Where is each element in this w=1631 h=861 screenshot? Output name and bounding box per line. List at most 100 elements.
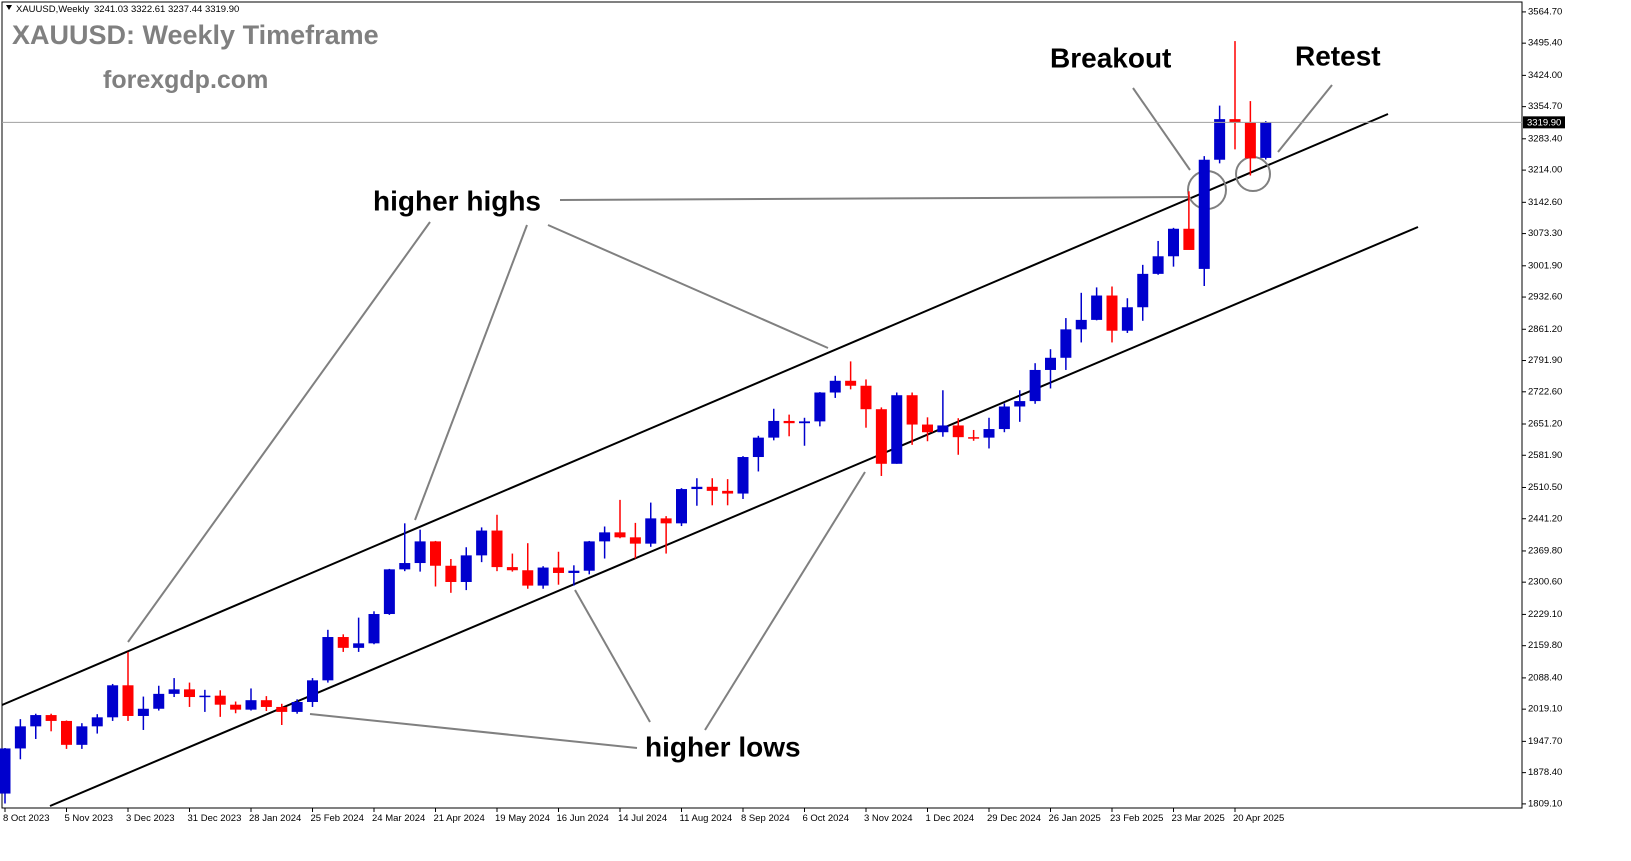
candle-body [968, 437, 980, 439]
candle-body [1075, 319, 1087, 330]
candle-body [1183, 228, 1195, 250]
ohlc-label: 3241.03 3322.61 3237.44 3319.90 [94, 4, 239, 15]
candle-body [983, 429, 995, 438]
pointers [127, 84, 1333, 749]
candle-body [660, 518, 672, 524]
candle-body [14, 726, 26, 749]
candle-body [583, 541, 595, 571]
candle-body [814, 392, 826, 422]
y-tick-label: 1947.70 [1528, 736, 1562, 747]
candle-body [91, 717, 103, 727]
y-tick-label: 3564.70 [1528, 6, 1562, 17]
candle-body [414, 541, 426, 564]
x-tick-label: 31 Dec 2023 [188, 813, 242, 824]
candle-body [937, 425, 949, 433]
candle-body [1198, 159, 1210, 269]
x-tick-label: 23 Mar 2025 [1172, 813, 1225, 824]
y-tick-label: 2229.10 [1528, 609, 1562, 620]
x-tick-label: 6 Oct 2024 [803, 813, 849, 824]
candle-body [199, 695, 211, 698]
y-tick-label: 2510.50 [1528, 482, 1562, 493]
candle-body [1091, 295, 1103, 320]
candle-body [629, 537, 641, 544]
y-tick-label: 2300.60 [1528, 577, 1562, 588]
candle-body [61, 720, 72, 745]
candle-body [522, 570, 534, 586]
pointer [309, 713, 638, 749]
y-tick-label: 3424.00 [1528, 70, 1562, 81]
candle-body [353, 643, 365, 648]
x-tick-label: 24 Mar 2024 [372, 813, 425, 824]
candle-body [1045, 357, 1056, 370]
x-tick-label: 3 Dec 2023 [126, 813, 175, 824]
x-tick-label: 16 Jun 2024 [557, 813, 609, 824]
candle-body [752, 437, 764, 458]
candle-body [230, 704, 242, 710]
candle-body [45, 715, 57, 721]
candle-body [537, 567, 549, 586]
annotation: higher lows [645, 731, 801, 762]
x-tick-label: 26 Jan 2025 [1049, 813, 1101, 824]
pointer [1132, 87, 1191, 171]
y-tick-label: 3283.40 [1528, 133, 1562, 144]
x-tick-label: 3 Nov 2024 [864, 813, 913, 824]
y-tick-label: 3142.60 [1528, 197, 1562, 208]
annotation: Retest [1295, 40, 1381, 71]
candle-body [245, 700, 257, 710]
y-tick-label: 2861.20 [1528, 324, 1562, 335]
y-tick-label: 2159.80 [1528, 640, 1562, 651]
candle-body [922, 424, 933, 433]
chart-title: XAUUSD: Weekly Timeframe [12, 20, 379, 50]
candle-body [737, 457, 749, 494]
candle-body [107, 685, 119, 718]
candle-body [845, 380, 857, 386]
x-tick-label: 20 Apr 2025 [1233, 813, 1284, 824]
candle-body [168, 689, 180, 694]
y-tick-label: 3354.70 [1528, 101, 1562, 112]
y-tick-label: 3001.90 [1528, 260, 1562, 271]
x-tick-label: 21 Apr 2024 [434, 813, 485, 824]
pointer [1277, 84, 1333, 153]
plot-area [1, 1, 1523, 809]
candle-body [137, 708, 149, 716]
pointer [704, 471, 866, 731]
y-tick-label: 2791.90 [1528, 355, 1562, 366]
candle-body [0, 748, 11, 794]
candle-body [184, 689, 195, 698]
candle-body [1121, 307, 1133, 331]
candle-body [476, 530, 488, 556]
candle-body [76, 726, 88, 745]
candle-body [1029, 369, 1041, 402]
candle-body [906, 395, 918, 425]
annotation: Breakout [1050, 42, 1171, 73]
candle-body [952, 425, 964, 438]
y-tick-label: 2369.80 [1528, 545, 1562, 556]
candle-body [491, 530, 503, 568]
candle-body [799, 421, 810, 424]
chart-subtitle: forexgdp.com [103, 66, 268, 94]
candle-body [337, 637, 349, 648]
symbol-label: XAUUSD,Weekly [16, 4, 89, 15]
candle-body [153, 693, 165, 709]
y-tick-label: 2441.20 [1528, 513, 1562, 524]
candle-body [506, 567, 518, 571]
y-tick-label: 2651.20 [1528, 419, 1562, 430]
y-tick-label: 2722.60 [1528, 386, 1562, 397]
candle-body [1106, 295, 1118, 331]
candle-body [307, 680, 318, 702]
candle-body [1260, 122, 1272, 158]
y-tick-label: 3073.30 [1528, 228, 1562, 239]
candle-body [276, 706, 288, 712]
candle-body [1168, 228, 1179, 257]
candle-body [875, 409, 887, 464]
candle-body [1229, 119, 1241, 123]
candle-body [383, 569, 395, 615]
candle-body [368, 614, 380, 644]
candle-body [676, 489, 687, 524]
candle-body [783, 420, 795, 424]
y-tick-label: 2088.40 [1528, 672, 1562, 683]
candle-body [30, 715, 42, 727]
current-price-box [1523, 116, 1565, 129]
header-icon [6, 5, 12, 10]
